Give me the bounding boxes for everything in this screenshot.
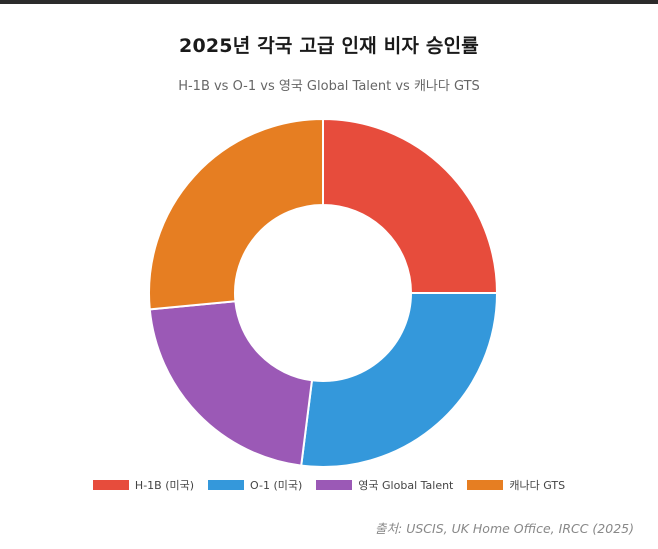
legend-swatch-uk-global-talent bbox=[316, 480, 353, 490]
legend-label-uk-global-talent: 영국 Global Talent bbox=[358, 479, 454, 492]
legend-swatch-o1 bbox=[208, 480, 245, 490]
chart-subtitle: H-1B vs O-1 vs 영국 Global Talent vs 캐나다 G… bbox=[178, 79, 480, 94]
legend-label-canada-gts: 캐나다 GTS bbox=[509, 479, 566, 492]
legend-item-h1b[interactable]: H-1B (미국) bbox=[92, 477, 195, 493]
legend-label-o1: O-1 (미국) bbox=[250, 479, 303, 492]
legend-swatch-canada-gts bbox=[467, 480, 504, 490]
legend-item-uk-global-talent[interactable]: 영국 Global Talent bbox=[316, 477, 453, 493]
chart-title: 2025년 각국 고급 인재 비자 승인률 bbox=[179, 35, 479, 57]
slice-h1b[interactable] bbox=[322, 117, 499, 294]
slice-canada-gts[interactable] bbox=[148, 117, 324, 311]
source-note: 출처: USCIS, UK Home Office, IRCC (2025) bbox=[375, 521, 634, 536]
top-border bbox=[0, 0, 658, 4]
legend-item-o1[interactable]: O-1 (미국) bbox=[208, 477, 302, 493]
legend-label-h1b: H-1B (미국) bbox=[134, 479, 195, 492]
slice-o1[interactable] bbox=[300, 292, 499, 468]
legend-item-canada-gts[interactable]: 캐나다 GTS bbox=[467, 477, 565, 493]
chart-legend: H-1B (미국) O-1 (미국) 영국 Global Talent 캐나다 … bbox=[0, 477, 658, 493]
slice-uk-global-talent[interactable] bbox=[148, 300, 314, 467]
legend-swatch-h1b bbox=[92, 480, 129, 490]
